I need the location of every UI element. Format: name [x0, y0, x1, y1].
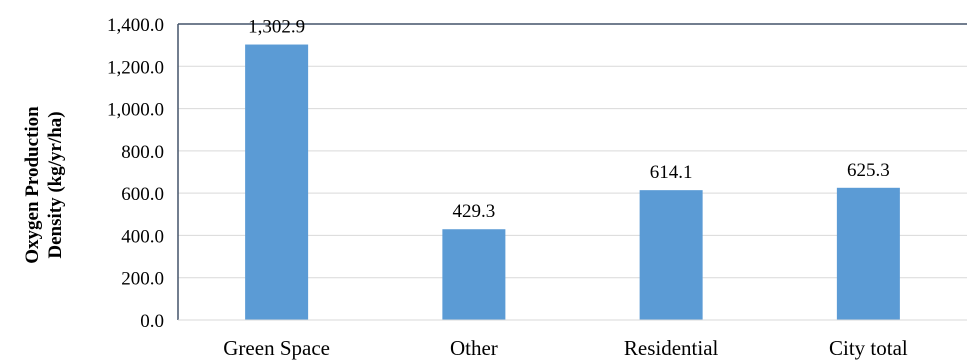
axes — [177, 23, 967, 321]
y-tick-label: 200.0 — [121, 269, 164, 290]
y-tick-label: 1,000.0 — [107, 100, 164, 121]
data-label: 429.3 — [453, 201, 496, 222]
data-label: 1,302.9 — [248, 17, 305, 38]
y-axis-title-line-2: Density (kg/yr/ha) — [45, 111, 66, 258]
y-tick-label: 800.0 — [121, 142, 164, 163]
y-tick-label: 600.0 — [121, 184, 164, 205]
y-axis-title-line-1: Oxygen Production — [22, 106, 43, 264]
data-label: 625.3 — [847, 160, 890, 181]
bar — [639, 190, 703, 320]
y-tick-label: 0.0 — [140, 311, 164, 332]
gridlines — [178, 65, 967, 279]
x-category-label: City total — [829, 336, 908, 360]
x-category-label: Green Space — [223, 336, 330, 360]
y-tick-label: 1,200.0 — [107, 57, 164, 78]
y-tick-label: 400.0 — [121, 226, 164, 247]
x-category-label: Other — [450, 336, 498, 360]
bars — [245, 44, 900, 320]
y-tick-label: 1,400.0 — [107, 15, 164, 36]
x-category-labels: Green Space Other Residential City total — [223, 336, 908, 360]
bar — [442, 229, 506, 320]
bar — [836, 187, 900, 320]
data-label: 614.1 — [650, 162, 693, 183]
bar — [245, 44, 309, 320]
x-category-label: Residential — [624, 336, 719, 360]
y-axis-title: Oxygen Production Density (kg/yr/ha) — [22, 106, 66, 264]
y-tick-labels: 0.0 200.0 400.0 600.0 800.0 1,000.0 1,200.0 1,4… — [107, 15, 164, 332]
data-labels: 1,302.9 429.3 614.1 625.3 — [248, 17, 890, 223]
